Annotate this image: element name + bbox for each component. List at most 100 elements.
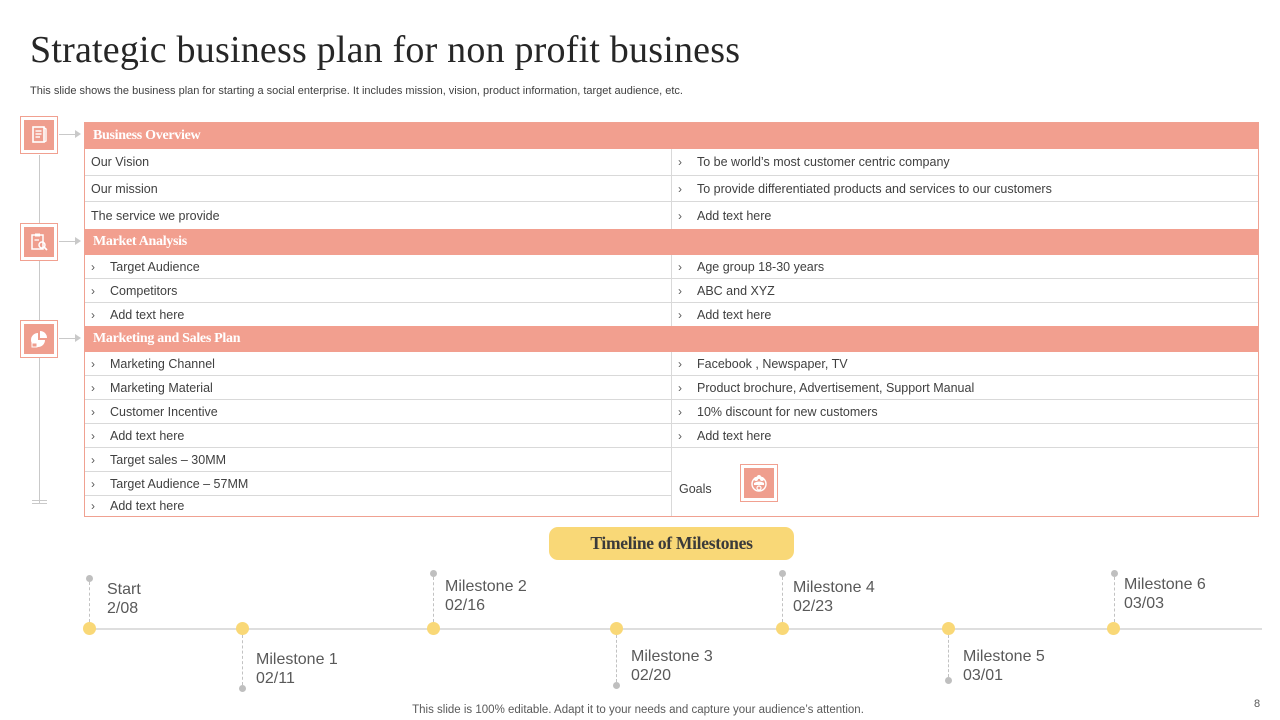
timeline-dot: [610, 622, 623, 635]
row-label: Our Vision: [91, 155, 150, 169]
chevron-right-icon: ›: [678, 259, 682, 274]
row-label: Marketing Material: [110, 380, 213, 395]
milestone-label: Milestone 1 02/11: [256, 650, 338, 688]
milestone-label: Milestone 6 03/03: [1124, 575, 1206, 613]
table-row: The service we provide › Add text here: [85, 202, 1258, 229]
chevron-right-icon: ›: [91, 452, 95, 467]
timeline-dot: [1107, 622, 1120, 635]
goal-row: › Target sales – 30MM: [85, 448, 672, 472]
row-value: 10% discount for new customers: [697, 404, 878, 419]
milestone-label: Milestone 5 03/01: [963, 647, 1045, 685]
timeline-title: Timeline of Milestones: [549, 527, 794, 560]
document-icon: [20, 116, 58, 154]
stem-end-dot: [945, 677, 952, 684]
column-divider: [671, 149, 672, 229]
row-value: ABC and XYZ: [697, 283, 775, 298]
chevron-right-icon: ›: [91, 307, 95, 322]
stem: [89, 582, 90, 622]
chevron-right-icon: ›: [678, 404, 682, 419]
stem: [433, 577, 434, 622]
timeline-dot: [776, 622, 789, 635]
section-header-market-analysis: Market Analysis: [85, 229, 1258, 255]
stem-end-dot: [430, 570, 437, 577]
row-label: Customer Incentive: [110, 404, 218, 419]
chevron-right-icon: ›: [91, 356, 95, 371]
stem: [948, 635, 949, 677]
column-divider: [671, 255, 672, 326]
stem-end-dot: [86, 575, 93, 582]
row-value: To provide differentiated products and s…: [697, 181, 1052, 196]
rail-foot: [32, 503, 47, 504]
connector-arrow: [59, 237, 81, 245]
milestone-label: Milestone 3 02/20: [631, 647, 713, 685]
milestone-date: 02/11: [256, 670, 295, 687]
row-label: Marketing Channel: [110, 356, 215, 371]
chevron-right-icon: ›: [678, 356, 682, 371]
team-target-icon: [740, 464, 778, 502]
stem: [1114, 577, 1115, 622]
row-label: Competitors: [110, 283, 178, 298]
footer-note: This slide is 100% editable. Adapt it to…: [412, 704, 864, 716]
goals-label: Goals: [679, 482, 712, 496]
chevron-right-icon: ›: [678, 283, 682, 298]
goal-label: Target sales – 30MM: [110, 452, 227, 467]
stem-end-dot: [613, 682, 620, 689]
milestone-date: 02/20: [631, 667, 672, 684]
row-value: Add text here: [697, 208, 772, 223]
goal-label: Target Audience – 57MM: [110, 476, 249, 491]
milestone-date: 02/16: [445, 597, 486, 614]
clipboard-search-icon: [20, 223, 58, 261]
chevron-right-icon: ›: [678, 307, 682, 322]
milestone-date: 03/03: [1124, 595, 1165, 612]
section-header-marketing-sales: Marketing and Sales Plan: [85, 326, 1258, 352]
stem: [616, 635, 617, 682]
column-divider: [671, 352, 672, 516]
milestone-name: Milestone 5: [963, 648, 1045, 665]
connector-arrow: [59, 130, 81, 138]
milestone-name: Milestone 1: [256, 651, 338, 668]
chevron-right-icon: ›: [91, 380, 95, 395]
row-value: Product brochure, Advertisement, Support…: [697, 380, 975, 395]
milestone-name: Milestone 2: [445, 578, 527, 595]
timeline-dot: [83, 622, 96, 635]
row-label: The service we provide: [91, 208, 220, 223]
connector-arrow: [59, 334, 81, 342]
row-label: Add text here: [110, 428, 185, 443]
timeline-dot: [942, 622, 955, 635]
business-plan-table: Business Overview Our Vision › To be worl…: [84, 122, 1259, 517]
chevron-right-icon: ›: [678, 428, 682, 443]
stem: [242, 635, 243, 685]
milestone-label: Milestone 2 02/16: [445, 577, 527, 615]
chevron-right-icon: ›: [91, 283, 95, 298]
page-subtitle: This slide shows the business plan for s…: [30, 85, 683, 97]
stem-end-dot: [779, 570, 786, 577]
chevron-right-icon: ›: [91, 428, 95, 443]
stem-end-dot: [239, 685, 246, 692]
chevron-right-icon: ›: [91, 476, 95, 491]
timeline-dot: [427, 622, 440, 635]
milestone-name: Milestone 6: [1124, 576, 1206, 593]
chevron-right-icon: ›: [678, 380, 682, 395]
table-row: › Add text here › Add text here: [85, 303, 1258, 326]
row-value: Add text here: [697, 428, 772, 443]
milestone-name: Milestone 3: [631, 648, 713, 665]
milestone-date: 02/23: [793, 598, 834, 615]
row-value: Add text here: [697, 307, 772, 322]
row-value: To be world’s most customer centric comp…: [697, 155, 950, 169]
row-value: Facebook , Newspaper, TV: [697, 356, 848, 371]
goal-row: › Add text here: [85, 496, 672, 516]
chevron-right-icon: ›: [678, 208, 682, 223]
section-header-business-overview: Business Overview: [85, 123, 1258, 149]
stem-end-dot: [1111, 570, 1118, 577]
row-value: Age group 18-30 years: [697, 259, 825, 274]
milestone-name: Milestone 4: [793, 579, 875, 596]
chevron-right-icon: ›: [91, 499, 95, 513]
milestone-label: Milestone 4 02/23: [793, 578, 875, 616]
pie-chart-icon: [20, 320, 58, 358]
page-number: 8: [1254, 698, 1261, 710]
rail-foot: [32, 500, 47, 501]
goal-row: › Target Audience – 57MM: [85, 472, 672, 496]
row-label: Add text here: [110, 307, 185, 322]
chevron-right-icon: ›: [678, 181, 682, 196]
milestone-name: Start: [107, 581, 141, 598]
